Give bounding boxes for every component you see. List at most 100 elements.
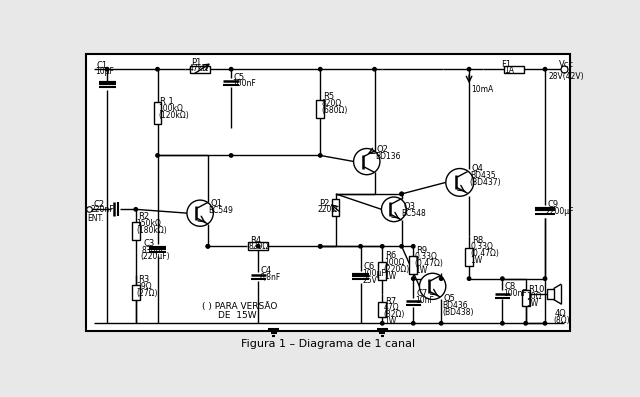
Text: 4Ω: 4Ω xyxy=(554,309,566,318)
Bar xyxy=(378,262,386,280)
Circle shape xyxy=(440,277,443,280)
Text: C7: C7 xyxy=(417,289,428,298)
Circle shape xyxy=(134,208,138,211)
Text: 100nF: 100nF xyxy=(232,79,255,88)
Bar xyxy=(154,102,161,124)
Text: Q4: Q4 xyxy=(472,164,483,173)
Text: (BD438): (BD438) xyxy=(442,308,474,317)
Text: R4: R4 xyxy=(250,235,262,245)
Text: Vcc: Vcc xyxy=(559,60,574,69)
Text: (680Ω): (680Ω) xyxy=(322,106,348,115)
Text: 1A: 1A xyxy=(505,66,515,75)
Circle shape xyxy=(400,192,403,196)
Text: 10Ω: 10Ω xyxy=(527,292,542,301)
Text: (27Ω): (27Ω) xyxy=(136,289,158,298)
Text: 0,33Ω: 0,33Ω xyxy=(415,252,438,262)
Text: 820Ω: 820Ω xyxy=(322,99,342,108)
Bar xyxy=(465,248,473,266)
Text: C2: C2 xyxy=(94,200,105,209)
Circle shape xyxy=(381,322,384,325)
Text: R 1: R 1 xyxy=(160,97,173,106)
Circle shape xyxy=(187,200,213,226)
Circle shape xyxy=(500,277,504,280)
Text: R5: R5 xyxy=(323,92,335,101)
Text: P1: P1 xyxy=(191,58,201,67)
Text: R2: R2 xyxy=(138,212,149,222)
Text: Q1: Q1 xyxy=(210,199,222,208)
Text: Q5: Q5 xyxy=(444,294,455,303)
Text: BD136: BD136 xyxy=(375,152,401,161)
Text: 1W: 1W xyxy=(527,299,539,308)
Text: 100Ω: 100Ω xyxy=(384,258,404,267)
Text: 39Ω: 39Ω xyxy=(136,282,152,291)
Bar xyxy=(132,222,140,240)
Bar xyxy=(504,66,524,73)
Circle shape xyxy=(257,245,260,248)
Circle shape xyxy=(467,67,471,71)
Circle shape xyxy=(400,245,403,248)
Text: 1W: 1W xyxy=(415,266,427,276)
Circle shape xyxy=(440,322,443,325)
Text: (220µF): (220µF) xyxy=(140,252,170,262)
Text: C6: C6 xyxy=(364,262,375,271)
Text: C8: C8 xyxy=(505,283,516,291)
Bar xyxy=(378,302,386,317)
Text: (180kΩ): (180kΩ) xyxy=(136,225,167,235)
Circle shape xyxy=(543,67,547,71)
Circle shape xyxy=(319,245,322,248)
Text: 28V(42V): 28V(42V) xyxy=(548,72,584,81)
Text: 150kΩ: 150kΩ xyxy=(136,219,161,227)
Circle shape xyxy=(412,277,415,280)
Text: ENT.: ENT. xyxy=(88,214,104,223)
Text: C4: C4 xyxy=(260,266,272,276)
Text: 25V: 25V xyxy=(362,276,377,285)
Text: 10nF: 10nF xyxy=(415,296,434,304)
Text: C3: C3 xyxy=(143,239,155,248)
Circle shape xyxy=(229,67,233,71)
Circle shape xyxy=(543,322,547,325)
Circle shape xyxy=(400,192,403,196)
Text: 100nF: 100nF xyxy=(503,289,527,299)
Text: 220nF: 220nF xyxy=(91,206,115,214)
Circle shape xyxy=(500,322,504,325)
Text: 10µF: 10µF xyxy=(95,67,114,76)
Circle shape xyxy=(229,154,233,157)
Text: R6: R6 xyxy=(385,251,397,260)
Bar xyxy=(547,289,554,299)
Circle shape xyxy=(156,67,159,71)
Text: (0,47Ω): (0,47Ω) xyxy=(470,249,499,258)
Text: 820Ω: 820Ω xyxy=(249,242,269,251)
Text: 1W: 1W xyxy=(384,317,396,326)
Text: 100µF: 100µF xyxy=(362,269,386,278)
Text: BD435: BD435 xyxy=(470,171,495,180)
Circle shape xyxy=(543,277,547,280)
Text: Q3: Q3 xyxy=(403,202,415,211)
Circle shape xyxy=(381,245,384,248)
Circle shape xyxy=(319,245,322,248)
Text: BC549: BC549 xyxy=(209,206,234,215)
Text: 1W: 1W xyxy=(470,256,483,264)
Text: (0,47Ω): (0,47Ω) xyxy=(415,259,444,268)
Text: P2: P2 xyxy=(319,198,329,208)
Text: (120kΩ): (120kΩ) xyxy=(158,111,189,120)
Text: 47kΩ: 47kΩ xyxy=(189,64,209,73)
Circle shape xyxy=(372,67,376,71)
Circle shape xyxy=(206,245,209,248)
Bar xyxy=(190,66,210,73)
Text: (82Ω): (82Ω) xyxy=(384,310,405,319)
Bar xyxy=(410,256,417,274)
Circle shape xyxy=(319,67,322,71)
Circle shape xyxy=(446,169,474,196)
Text: BC548: BC548 xyxy=(402,209,426,218)
Text: 830µF: 830µF xyxy=(142,245,166,254)
Circle shape xyxy=(524,322,527,325)
Text: 6,8nF: 6,8nF xyxy=(259,273,280,282)
Text: Figura 1 – Diagrama de 1 canal: Figura 1 – Diagrama de 1 canal xyxy=(241,339,415,349)
Circle shape xyxy=(206,245,209,248)
Text: 10mA: 10mA xyxy=(472,85,493,94)
Text: C1: C1 xyxy=(96,62,108,71)
Text: ( ) PARA VERSÃO: ( ) PARA VERSÃO xyxy=(202,302,278,311)
Text: Q2: Q2 xyxy=(377,145,388,154)
Circle shape xyxy=(412,322,415,325)
Text: BD436: BD436 xyxy=(442,301,468,310)
